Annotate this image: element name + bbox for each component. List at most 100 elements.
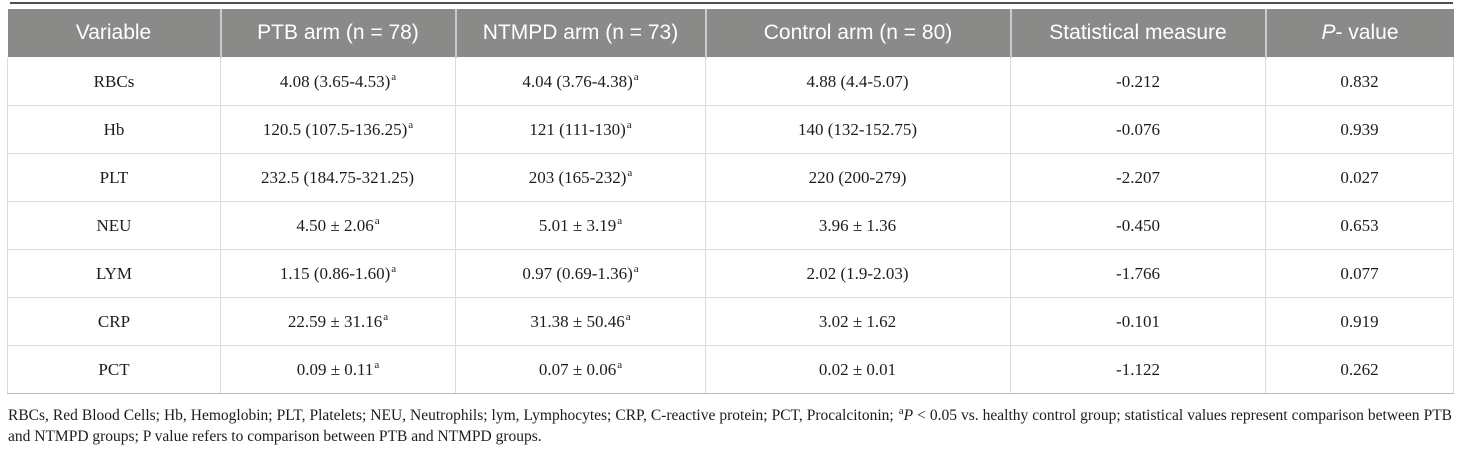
footnote-marker: a [374,214,380,227]
cell-variable: PLT [7,153,221,202]
cell-p-value: 0.262 [1265,345,1454,394]
footnote-marker: a [633,262,639,275]
cell-value-text: 232.5 (184.75-321.25) [261,167,414,187]
cell-variable: RBCs [7,57,221,106]
cell-value-text: 4.50 ± 2.06 [296,215,374,235]
cell-value-text: 4.04 (3.76-4.38) [522,71,633,91]
cell-value-text: 0.02 ± 0.01 [818,359,897,379]
cell-value-text: 0.07 ± 0.06 [538,359,617,379]
cell-statistical-measure: -1.766 [1010,249,1266,298]
footnote-marker: a [391,262,397,275]
table-body: RBCs 4.08 (3.65-4.53)a 4.04 (3.76-4.38)a… [7,57,1454,394]
footnote-marker: a [633,70,639,83]
cell-p-value: 0.832 [1265,57,1454,106]
cell-variable: PCT [7,345,221,394]
cell-control-value: 3.96 ± 1.36 [705,201,1011,250]
table-footnote: RBCs, Red Blood Cells; Hb, Hemoglobin; P… [8,405,1452,447]
cell-value-text: 4.08 (3.65-4.53) [279,71,391,91]
cell-control-value: 220 (200-279) [705,153,1011,202]
footnote-marker: a [374,358,380,371]
cell-ntmpd-value: 5.01 ± 3.19a [455,201,706,250]
cell-ptb-value: 4.50 ± 2.06a [220,201,456,250]
table-row: PLT 232.5 (184.75-321.25) 203 (165-232)a… [7,153,1454,202]
cell-value-text: 22.59 ± 31.16 [287,311,383,331]
cell-control-value: 3.02 ± 1.62 [705,297,1011,346]
cell-statistical-measure: -0.212 [1010,57,1266,106]
cell-ptb-value: 4.08 (3.65-4.53)a [220,57,456,106]
cell-value-text: 4.88 (4.4-5.07) [806,71,909,91]
table-top-rule [10,2,1453,4]
footnote-marker: a [383,310,389,323]
cell-value-text: 2.02 (1.9-2.03) [806,263,909,283]
page: Variable PTB arm (n = 78) NTMPD arm (n =… [7,2,1454,447]
cell-statistical-measure: -0.101 [1010,297,1266,346]
cell-variable: CRP [7,297,221,346]
cell-variable: Hb [7,105,221,154]
col-header-p-value: P- value [1264,9,1454,58]
cell-ntmpd-value: 4.04 (3.76-4.38)a [455,57,706,106]
cell-value-text: 1.15 (0.86-1.60) [279,263,391,283]
col-header-ptb-arm: PTB arm (n = 78) [219,9,456,58]
table-row: Hb 120.5 (107.5-136.25)a 121 (111-130)a … [7,105,1454,154]
table-header: Variable PTB arm (n = 78) NTMPD arm (n =… [7,9,1454,58]
footnote-marker: a [617,358,623,371]
cell-control-value: 4.88 (4.4-5.07) [705,57,1011,106]
cell-ptb-value: 22.59 ± 31.16a [220,297,456,346]
table-row: NEU 4.50 ± 2.06a 5.01 ± 3.19a 3.96 ± 1.3… [7,201,1454,250]
cell-statistical-measure: -1.122 [1010,345,1266,394]
footnote-marker: a [627,166,633,179]
table-row: PCT 0.09 ± 0.11a 0.07 ± 0.06a 0.02 ± 0.0… [7,345,1454,394]
p-value-italic-p: P [1321,21,1336,44]
cell-variable: LYM [7,249,221,298]
footnote-marker: a [391,70,397,83]
cell-value-text: 3.96 ± 1.36 [818,215,897,235]
cell-p-value: 0.077 [1265,249,1454,298]
table-row: CRP 22.59 ± 31.16a 31.38 ± 50.46a 3.02 ±… [7,297,1454,346]
col-header-control-arm: Control arm (n = 80) [704,9,1011,58]
cell-ptb-value: 120.5 (107.5-136.25)a [220,105,456,154]
cell-statistical-measure: -2.207 [1010,153,1266,202]
table-row: RBCs 4.08 (3.65-4.53)a 4.04 (3.76-4.38)a… [7,57,1454,106]
cell-statistical-measure: -0.076 [1010,105,1266,154]
cell-value-text: 121 (111-130) [529,119,626,139]
cell-ntmpd-value: 121 (111-130)a [455,105,706,154]
cell-value-text: 31.38 ± 50.46 [530,311,625,331]
footnote-marker: a [617,214,623,227]
header-row: Variable PTB arm (n = 78) NTMPD arm (n =… [7,9,1454,58]
footnote-italic-p: P [903,407,914,424]
cell-ntmpd-value: 0.07 ± 0.06a [455,345,706,394]
footnote-marker-a: a [898,404,904,417]
cell-ptb-value: 0.09 ± 0.11a [220,345,456,394]
cell-ntmpd-value: 31.38 ± 50.46a [455,297,706,346]
cell-control-value: 140 (132-152.75) [705,105,1011,154]
cell-control-value: 2.02 (1.9-2.03) [705,249,1011,298]
cell-value-text: 3.02 ± 1.62 [818,311,897,331]
cell-value-text: 0.09 ± 0.11 [296,359,374,379]
footnote-statistics-note: < 0.05 vs. healthy control group; statis… [8,407,1452,445]
footnote-marker: a [626,118,632,131]
cell-value-text: 140 (132-152.75) [798,119,917,139]
results-table: Variable PTB arm (n = 78) NTMPD arm (n =… [7,9,1454,394]
cell-ntmpd-value: 0.97 (0.69-1.36)a [455,249,706,298]
cell-control-value: 0.02 ± 0.01 [705,345,1011,394]
cell-ptb-value: 232.5 (184.75-321.25) [220,153,456,202]
cell-variable: NEU [7,201,221,250]
cell-p-value: 0.939 [1265,105,1454,154]
cell-p-value: 0.027 [1265,153,1454,202]
col-header-ntmpd-arm: NTMPD arm (n = 73) [454,9,706,58]
p-value-rest: - value [1335,21,1399,44]
cell-ptb-value: 1.15 (0.86-1.60)a [220,249,456,298]
cell-value-text: 220 (200-279) [808,167,907,187]
footnote-marker: a [625,310,631,323]
footnote-marker: a [408,118,414,131]
cell-value-text: 203 (165-232) [528,167,627,187]
cell-value-text: 5.01 ± 3.19 [538,215,617,235]
cell-value-text: 0.97 (0.69-1.36) [522,263,633,283]
cell-value-text: 120.5 (107.5-136.25) [262,119,408,139]
cell-p-value: 0.653 [1265,201,1454,250]
col-header-statistical-measure: Statistical measure [1009,9,1266,58]
cell-statistical-measure: -0.450 [1010,201,1266,250]
cell-ntmpd-value: 203 (165-232)a [455,153,706,202]
footnote-abbreviations: RBCs, Red Blood Cells; Hb, Hemoglobin; P… [8,407,898,424]
table-row: LYM 1.15 (0.86-1.60)a 0.97 (0.69-1.36)a … [7,249,1454,298]
